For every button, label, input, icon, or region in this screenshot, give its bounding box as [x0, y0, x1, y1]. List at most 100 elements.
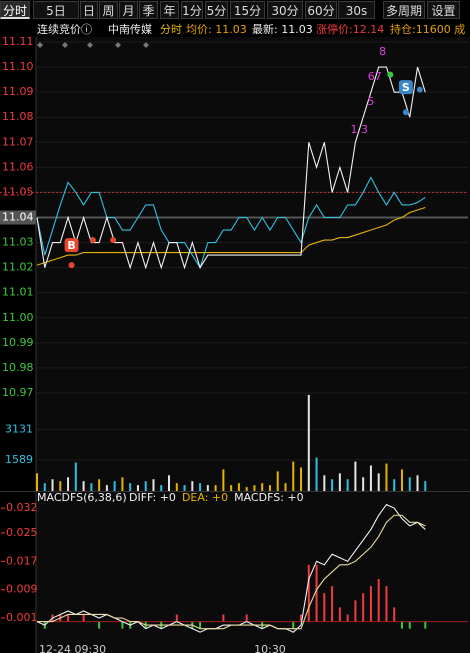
y-tick-label: 11.04	[2, 211, 34, 224]
volume-bar	[191, 481, 194, 491]
macd-bar	[331, 586, 334, 622]
toolbar-tab[interactable]: 年	[160, 1, 179, 19]
trade-marker	[64, 238, 79, 253]
y-tick-label: 11.00	[2, 311, 34, 324]
latest-price: 最新: 11.03	[252, 23, 313, 36]
indicator-title: MACDFS(6,38,6)	[37, 491, 127, 504]
volume-bar	[408, 477, 411, 491]
toolbar-tab[interactable]: 日	[80, 1, 98, 19]
y-tick-label: 11.02	[2, 261, 34, 274]
y-tick-label: 11.01	[2, 286, 34, 299]
trade-marker-label: S	[402, 81, 410, 94]
volume-bar	[36, 473, 38, 491]
volume-bar	[214, 485, 217, 491]
macd-bar	[121, 621, 124, 629]
y-tick-label: 0.001	[6, 611, 38, 624]
y-tick-label: 10.97	[2, 386, 34, 399]
signal-dot	[110, 237, 117, 244]
diamond	[37, 42, 43, 48]
y-tick-label: 11.09	[2, 85, 34, 98]
volume-bar	[230, 485, 233, 491]
toolbar-tab[interactable]: 30s	[338, 1, 375, 19]
macd-bar	[393, 607, 396, 622]
volume-bar	[424, 481, 427, 491]
volume-bar	[183, 485, 186, 491]
volume-bar	[276, 471, 279, 491]
y-tick-label: 0.009	[6, 583, 38, 596]
macd-bar	[354, 600, 357, 622]
macd-bar	[82, 614, 85, 622]
macd-bar	[292, 621, 295, 629]
volume-bar	[377, 473, 380, 491]
toolbar-tab[interactable]: 多周期	[383, 1, 425, 19]
toolbar-tab[interactable]: 5分	[205, 1, 228, 19]
macd-bar	[199, 621, 202, 629]
signal-dot	[402, 109, 409, 116]
volume-bar	[168, 475, 171, 491]
volume-bar	[362, 477, 365, 491]
diamond	[115, 42, 121, 48]
trade-marker	[398, 80, 413, 95]
macd-bar	[338, 607, 341, 622]
signal-dot	[387, 71, 394, 78]
volume-bar	[59, 481, 62, 491]
signal-dot	[89, 237, 96, 244]
volume-bar	[113, 481, 116, 491]
macd-bar	[400, 621, 403, 629]
toolbar-tab[interactable]: 月	[119, 1, 138, 19]
volume-bar	[98, 479, 101, 491]
volume-bar	[206, 485, 209, 491]
avg-price: 均价: 11.03	[186, 23, 247, 36]
volume-bar	[323, 475, 326, 491]
volume-bar	[292, 461, 295, 491]
macd-bar	[315, 564, 318, 622]
toolbar-tab[interactable]: 分时	[0, 1, 30, 19]
toolbar-tab[interactable]: 15分	[230, 1, 265, 19]
volume-bar	[136, 485, 139, 491]
y-tick-label: 11.06	[2, 160, 34, 173]
y-tick-label: 1589	[5, 453, 33, 466]
volume-bar	[385, 463, 388, 491]
volume-bar	[300, 467, 303, 491]
volume-bar	[90, 483, 93, 491]
volume-bar	[160, 485, 163, 491]
tick-highlight	[0, 210, 36, 225]
volume-bar	[175, 483, 178, 491]
toolbar-tab[interactable]: 设置	[427, 1, 460, 19]
macd-bar	[424, 621, 427, 629]
volume-bar	[121, 477, 124, 491]
y-tick-label: 11.11	[2, 35, 34, 48]
mode: 分时	[160, 23, 182, 36]
volume-bar	[237, 483, 240, 491]
macd-bar	[385, 586, 388, 622]
volume-bar	[331, 479, 334, 491]
volume-bar	[400, 469, 403, 491]
top-markers	[37, 42, 149, 48]
y-tick-label: 11.08	[2, 110, 34, 123]
trade-status: 连续竞价ⓘ	[37, 23, 92, 36]
y-tick-label: 11.03	[2, 236, 34, 249]
toolbar-tab[interactable]: 30分	[267, 1, 303, 19]
macd-bar	[369, 586, 372, 622]
volume-bar	[105, 485, 108, 491]
volume-bar	[67, 477, 70, 491]
volume-bar	[152, 479, 155, 491]
diamond	[62, 42, 68, 48]
limit-price: 涨停价:12.14	[316, 23, 385, 36]
macd-bar	[222, 614, 225, 622]
volume-bar	[144, 481, 147, 491]
volume-bar	[74, 462, 77, 491]
y-tick-label: 0.017	[6, 554, 38, 567]
toolbar-tab[interactable]: 1分	[181, 1, 203, 19]
toolbar-tab[interactable]: 60分	[305, 1, 337, 19]
toolbar-tab[interactable]: 5日	[33, 1, 79, 19]
toolbar-tab[interactable]: 周	[99, 1, 118, 19]
x-tick-label: 10:30	[254, 643, 286, 653]
y-tick-label: 3131	[5, 423, 33, 436]
trade-marker-label: B	[67, 239, 75, 252]
price-line	[36, 206, 426, 266]
macd-bar	[98, 621, 101, 629]
annotation: 67	[368, 70, 382, 83]
signal-dot	[416, 86, 423, 93]
toolbar-tab[interactable]: 季	[139, 1, 158, 19]
